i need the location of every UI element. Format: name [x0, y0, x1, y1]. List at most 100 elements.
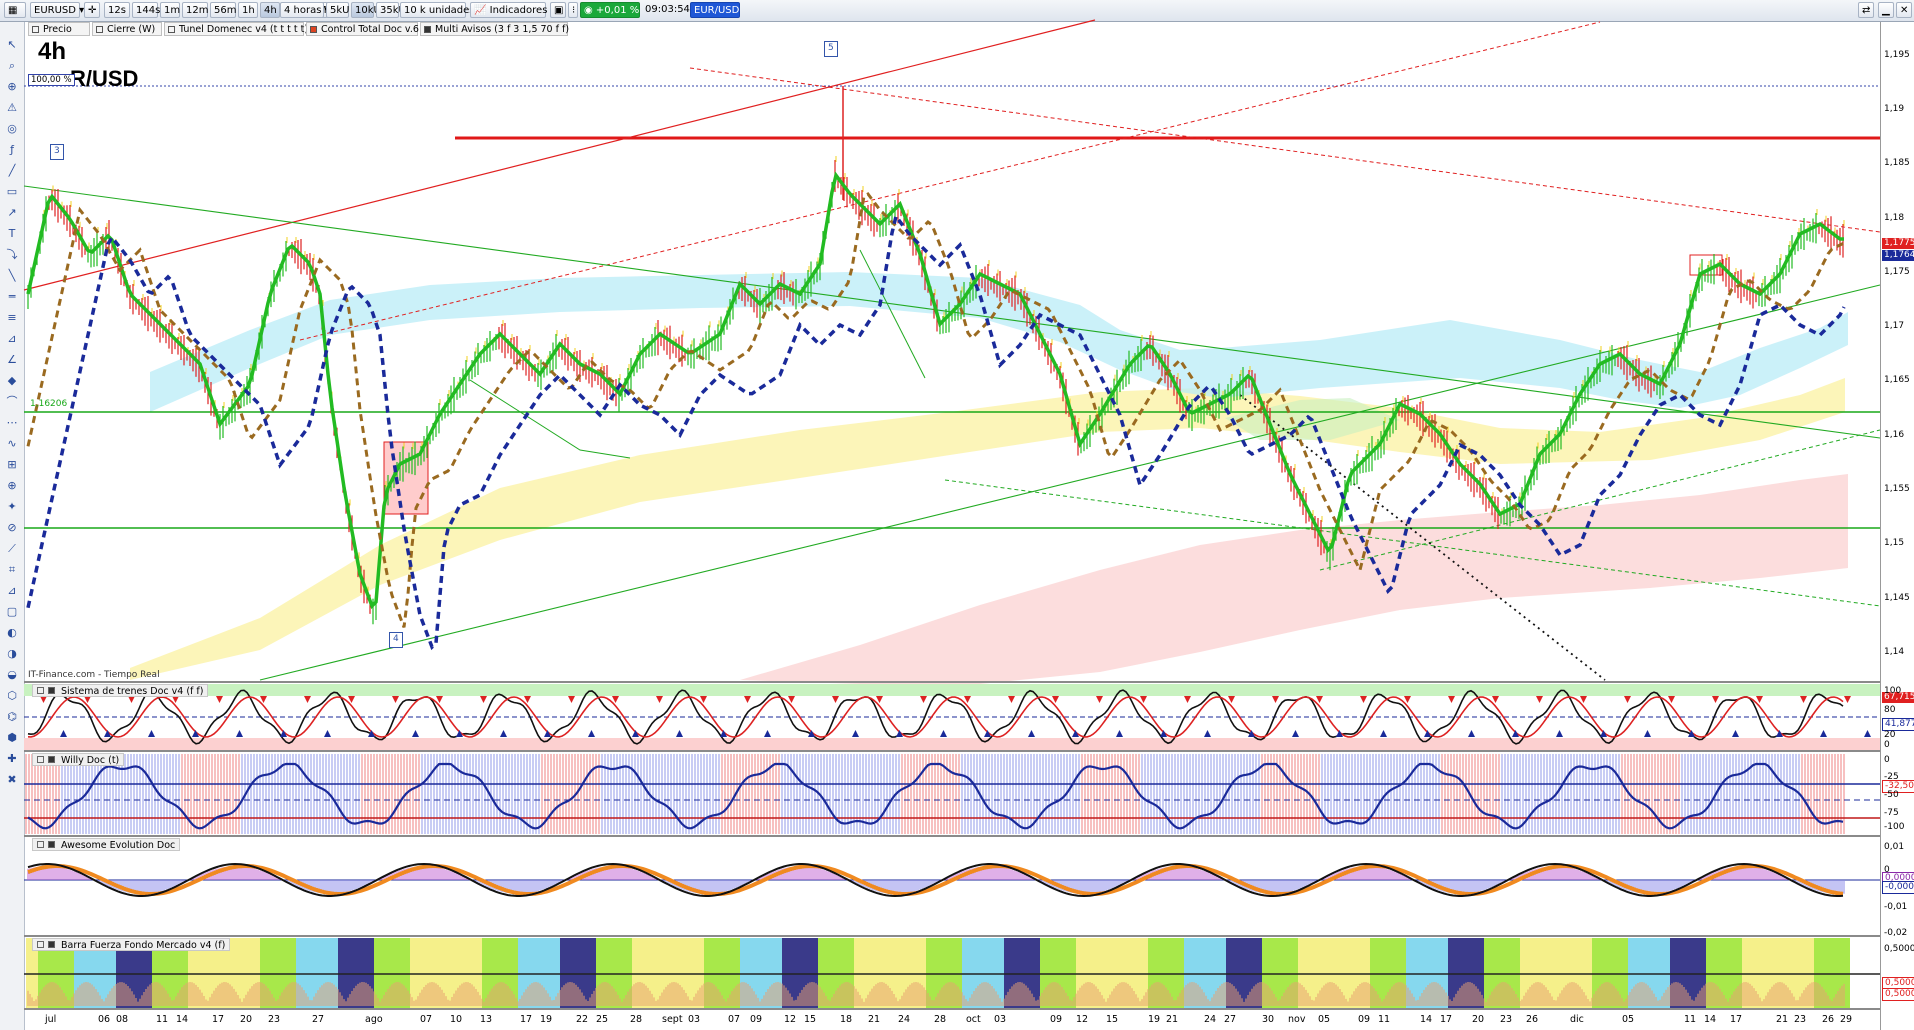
red-dashed-channel[interactable]: [299, 21, 1601, 341]
tool-icon[interactable]: ◎: [7, 122, 17, 135]
fast-ma-line: [26, 171, 1844, 610]
panel-title-awesome[interactable]: Awesome Evolution Doc: [32, 838, 181, 851]
checkbox-icon[interactable]: [424, 26, 431, 33]
panel-divider[interactable]: [24, 835, 1880, 837]
tick-10kU[interactable]: 10kU: [351, 2, 381, 18]
price-axis[interactable]: [1880, 22, 1914, 1030]
time-axis-label: 30: [1262, 1014, 1275, 1025]
crosshair-icon[interactable]: ✛: [84, 2, 100, 18]
tool-icon[interactable]: ⬢: [7, 731, 17, 744]
tool-icon[interactable]: ⋯: [6, 416, 18, 429]
indicators-label: Indicadores: [489, 5, 548, 16]
time-axis-label: 19: [1148, 1014, 1161, 1025]
tool-icon[interactable]: ⌬: [7, 710, 17, 723]
tool-icon[interactable]: ↖: [7, 38, 17, 51]
time-axis-label: 26: [1526, 1014, 1539, 1025]
tool-icon[interactable]: ▭: [6, 185, 18, 198]
tool-icon[interactable]: ◑: [7, 647, 17, 660]
panel-divider[interactable]: [24, 1008, 1880, 1010]
tool-icon[interactable]: ⊕: [7, 80, 17, 93]
tool-icon[interactable]: ƒ: [10, 143, 14, 156]
timeframe-4h[interactable]: 4h: [260, 2, 280, 18]
time-axis-label: 18: [840, 1014, 853, 1025]
tick-35kU[interactable]: 35kU: [376, 2, 406, 18]
save-icon[interactable]: ▣: [550, 2, 566, 18]
checkbox-icon[interactable]: [96, 26, 103, 33]
drawing-toolbar: ↖ ⌕ ⊕ ⚠ ◎ ƒ ╱ ▭ ↗ T ⤵ ╲ ═ ≡ ⊿ ∠ ◆ ⌒ ⋯ ∿ ⊞ ⊕ ✦ ⊘ ⟋ ⌗ ⊿ ▢ ◐ ◑ ◒ ⬡ ⌬ ⬢ ✚ ✖: [0, 22, 25, 1030]
timeframe-12m[interactable]: 12m: [182, 2, 208, 18]
tick-5kU[interactable]: 5kU: [326, 2, 349, 18]
red-trendline[interactable]: [23, 19, 1096, 291]
tool-icon[interactable]: ≡: [7, 311, 17, 324]
tool-icon[interactable]: ╲: [8, 269, 16, 282]
timeframe-label: 4h: [38, 38, 67, 65]
tool-icon[interactable]: ⟋: [8, 542, 16, 555]
tool-icon[interactable]: ⤵: [6, 248, 18, 261]
symbol-select[interactable]: EURUSD ▾: [30, 2, 84, 18]
link-icon[interactable]: ⇄: [1858, 2, 1874, 18]
close-icon[interactable]: ✕: [1896, 2, 1912, 18]
symbol-label: R/USD: [70, 66, 139, 91]
panel-title-barra[interactable]: Barra Fuerza Fondo Mercado v4 (f): [32, 938, 231, 951]
tool-icon[interactable]: ⊿: [7, 332, 17, 345]
tool-icon[interactable]: ⌗: [8, 563, 16, 576]
panel-divider[interactable]: [24, 750, 1880, 752]
panel-title-trains[interactable]: Sistema de trenes Doc v4 (f f): [32, 684, 209, 697]
panel-divider[interactable]: [24, 935, 1880, 937]
black-dotted-projection[interactable]: [1239, 394, 1606, 681]
change-badge: ◉ +0,01 %: [580, 2, 640, 18]
tool-icon[interactable]: ⌒: [6, 395, 18, 408]
tool-icon[interactable]: ⊞: [7, 458, 17, 471]
tool-icon[interactable]: ∠: [7, 353, 17, 366]
panel-title-willy[interactable]: Willy Doc (t): [32, 753, 125, 766]
checkbox-icon[interactable]: [168, 26, 175, 33]
app-menu-icon[interactable]: ▦: [4, 2, 26, 18]
green-dashed-2[interactable]: [1319, 429, 1881, 571]
tool-icon[interactable]: ⊿: [7, 584, 17, 597]
checkbox-icon[interactable]: [310, 26, 317, 33]
time-axis-label: 25: [596, 1014, 609, 1025]
time-axis-label: 05: [1318, 1014, 1331, 1025]
tool-icon[interactable]: ◐: [7, 626, 17, 639]
tool-icon[interactable]: ═: [8, 290, 16, 303]
tool-icon[interactable]: ✦: [7, 500, 17, 513]
price-axis-label: 1,185: [1884, 158, 1910, 168]
indicator-tab[interactable]: Control Total Doc v.6: [306, 22, 419, 36]
timeframe-12s[interactable]: 12s: [104, 2, 130, 18]
indicator-tab[interactable]: Cierre (W): [92, 22, 162, 36]
tool-icon[interactable]: ▢: [6, 605, 18, 618]
price-axis-label: 1,165: [1884, 375, 1910, 385]
price-axis-label: 1,175: [1884, 267, 1910, 277]
indicator-tab[interactable]: Multi Avisos (3 f 3 1,5 70 f f): [420, 22, 569, 36]
time-axis-label: 15: [804, 1014, 817, 1025]
tool-icon[interactable]: ⬡: [7, 689, 17, 702]
tool-icon[interactable]: ◆: [7, 374, 17, 387]
minimize-icon[interactable]: ▁: [1878, 2, 1894, 18]
time-axis-label: oct: [966, 1014, 981, 1025]
indicator-tab[interactable]: Tunel Domenec v4 (t t t t t): [164, 22, 308, 36]
green-segment-2: [859, 249, 926, 379]
red-dashed-resist[interactable]: [689, 67, 1881, 233]
timeframe-144s[interactable]: 144s: [132, 2, 160, 18]
tool-icon[interactable]: ◒: [7, 668, 17, 681]
indicator-tab[interactable]: Precio: [28, 22, 90, 36]
timeframe-56m[interactable]: 56m: [210, 2, 236, 18]
timeframe-1m[interactable]: 1m: [160, 2, 180, 18]
checkbox-icon[interactable]: [32, 26, 39, 33]
tool-icon[interactable]: ↗: [7, 206, 17, 219]
tool-icon[interactable]: ⌕: [8, 59, 16, 72]
more-icon[interactable]: ⁝: [568, 2, 578, 18]
timeframe-1h[interactable]: 1h: [238, 2, 258, 18]
tool-icon[interactable]: ╱: [8, 164, 16, 177]
tool-icon[interactable]: ⊘: [7, 521, 17, 534]
tool-icon[interactable]: ∿: [7, 437, 17, 450]
tool-icon[interactable]: ⚠: [7, 101, 17, 114]
panel-divider[interactable]: [24, 681, 1880, 683]
tool-icon[interactable]: ⊕: [7, 479, 17, 492]
green-dashed-1[interactable]: [944, 479, 1881, 607]
tool-icon[interactable]: T: [8, 227, 16, 240]
time-axis-label: 12: [1076, 1014, 1089, 1025]
tool-icon[interactable]: ✚: [7, 752, 17, 765]
tool-icon[interactable]: ✖: [7, 773, 17, 786]
